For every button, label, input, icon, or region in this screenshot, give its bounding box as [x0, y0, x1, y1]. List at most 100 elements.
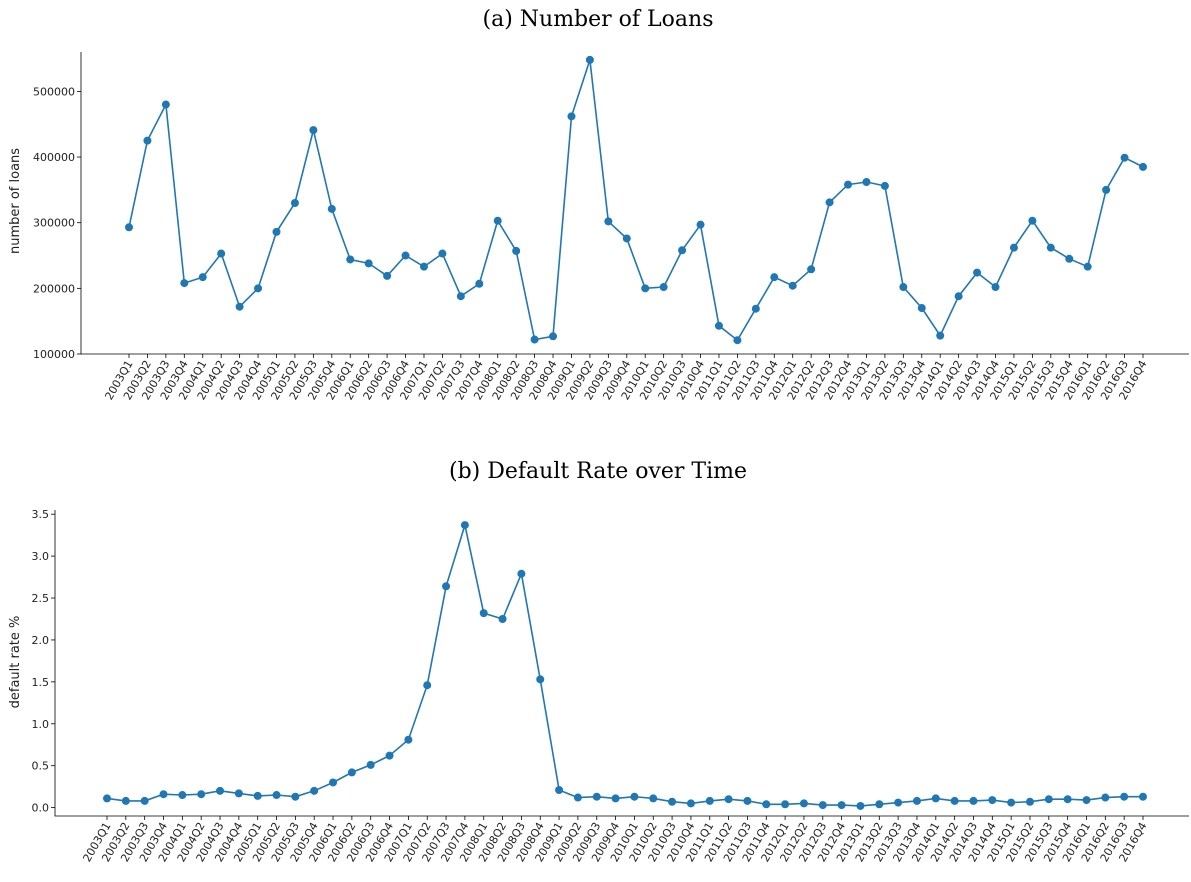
data-point — [567, 112, 576, 121]
data-point — [493, 216, 502, 225]
data-point — [649, 794, 658, 803]
y-tick-label: 400000 — [33, 151, 75, 164]
chart-b-points — [103, 521, 1147, 810]
chart-a-axes — [80, 52, 1189, 355]
data-point — [385, 751, 394, 760]
data-point — [291, 792, 300, 801]
data-point — [419, 262, 428, 271]
data-point — [125, 223, 133, 232]
y-tick-label: 200000 — [33, 282, 75, 295]
y-tick-label: 100000 — [33, 348, 75, 361]
data-point — [346, 255, 355, 264]
data-point — [1101, 793, 1110, 802]
y-tick-label: 1.5 — [32, 676, 50, 689]
data-point — [668, 797, 677, 806]
data-point — [460, 521, 469, 530]
data-point — [555, 786, 564, 795]
data-point — [290, 199, 299, 207]
data-point — [950, 796, 959, 805]
data-point — [254, 284, 263, 293]
data-point — [327, 204, 336, 213]
data-point — [705, 796, 714, 805]
data-point — [423, 681, 432, 690]
data-point — [475, 279, 484, 288]
data-point — [161, 100, 170, 109]
data-point — [1102, 185, 1111, 194]
y-tick-label: 500000 — [33, 85, 75, 98]
data-point — [1139, 162, 1147, 171]
data-point — [329, 778, 338, 787]
data-point — [912, 796, 921, 805]
data-point — [931, 794, 940, 803]
y-tick-label: 2.5 — [32, 592, 50, 605]
data-point — [954, 292, 963, 301]
data-point — [1120, 792, 1129, 801]
data-point — [366, 760, 375, 769]
data-point — [479, 609, 488, 618]
data-point — [862, 177, 871, 186]
data-point — [630, 792, 639, 801]
data-point — [678, 246, 687, 255]
data-point — [197, 790, 206, 799]
data-point — [217, 249, 226, 258]
data-point — [641, 284, 650, 293]
data-point — [573, 793, 582, 802]
y-tick-label: 0.0 — [32, 802, 50, 815]
chart-b: (b) Default Rate over Time default rate … — [8, 459, 1189, 864]
data-point — [347, 768, 356, 777]
y-tick-label: 0.5 — [32, 760, 50, 773]
data-point — [442, 582, 451, 591]
data-point — [818, 801, 827, 810]
data-point — [686, 799, 695, 808]
data-point — [198, 273, 207, 282]
y-tick-label: 3.0 — [32, 550, 50, 563]
data-point — [788, 281, 797, 290]
data-point — [844, 180, 853, 189]
data-point — [659, 283, 668, 292]
data-point — [401, 251, 410, 260]
chart-a-xticks: 2003Q12003Q22003Q32003Q42004Q12004Q22004… — [103, 354, 1150, 402]
y-tick-label: 300000 — [33, 217, 75, 230]
data-point — [512, 246, 521, 255]
data-point — [856, 801, 865, 810]
data-point — [880, 181, 889, 190]
data-point — [611, 794, 620, 803]
data-point — [1046, 243, 1055, 252]
data-point — [1063, 795, 1072, 804]
data-point — [272, 791, 281, 800]
data-point — [988, 796, 997, 805]
data-point — [1065, 254, 1074, 263]
data-point — [1083, 262, 1092, 271]
data-point — [309, 126, 318, 135]
data-point — [216, 786, 225, 795]
data-point — [714, 321, 723, 330]
y-tick-label: 2.0 — [32, 634, 50, 647]
data-point — [1007, 798, 1016, 807]
data-point — [159, 790, 168, 799]
data-point — [1139, 792, 1147, 801]
data-point — [1028, 216, 1037, 225]
data-point — [622, 234, 631, 243]
data-point — [1120, 153, 1129, 162]
data-point — [585, 55, 594, 64]
data-point — [1082, 796, 1091, 805]
data-point — [733, 336, 742, 345]
data-point — [438, 249, 447, 258]
chart-a-points — [125, 55, 1147, 345]
data-point — [936, 331, 945, 340]
chart-b-ylabel: default rate % — [8, 616, 23, 709]
data-point — [899, 283, 908, 292]
chart-b-title: (b) Default Rate over Time — [449, 459, 747, 484]
data-point — [592, 792, 601, 801]
data-point — [762, 800, 771, 809]
data-point — [875, 800, 884, 809]
data-point — [973, 268, 982, 277]
data-point — [140, 796, 149, 805]
data-point — [143, 136, 152, 145]
data-point — [825, 198, 834, 207]
chart-a-ylabel: number of loans — [8, 148, 23, 254]
data-point — [235, 302, 244, 311]
data-point — [770, 273, 779, 282]
data-point — [310, 786, 319, 795]
data-point — [530, 335, 539, 344]
